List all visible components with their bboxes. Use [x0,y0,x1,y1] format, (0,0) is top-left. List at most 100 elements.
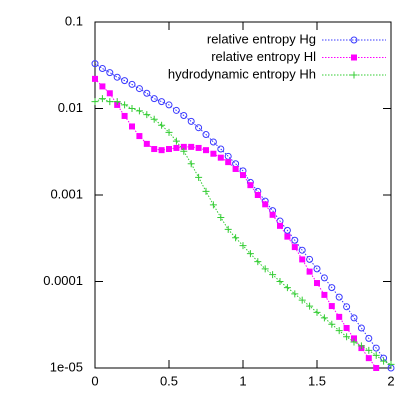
point [217,213,225,221]
point [158,98,166,106]
point [284,233,291,240]
point [298,246,306,254]
y-tick-label: 1e-05 [50,359,83,374]
point [98,95,106,103]
point [150,95,158,103]
y-tick-label: 0.01 [58,100,83,115]
point [180,111,188,119]
point [365,346,373,354]
point [129,123,135,130]
x-tick-label: 0 [91,373,98,388]
point [113,98,121,106]
point [298,296,306,304]
point [350,36,358,44]
point [313,308,321,316]
point [203,147,209,154]
y-tick-label: 0.0001 [43,273,83,288]
point [313,265,321,273]
point [350,338,358,346]
point [254,258,262,266]
point [232,165,239,172]
point [224,152,232,160]
y-tick-label: 0.001 [50,186,83,201]
point [380,357,388,365]
point [187,117,195,125]
point [350,71,358,79]
point [239,242,247,250]
point [343,333,351,341]
point [128,105,136,112]
point [106,90,113,97]
point [269,271,277,279]
point [92,75,98,82]
point [113,73,121,81]
point [158,121,166,129]
point [180,143,187,150]
point [210,150,217,157]
x-tick-label: 1.5 [308,373,326,388]
point [254,192,261,198]
point [306,268,313,275]
point [232,160,240,168]
point [320,314,328,322]
series-line [94,63,392,369]
point [151,146,158,153]
point [121,112,128,119]
point [351,335,357,342]
point [209,138,217,146]
point [321,291,328,298]
point [136,133,143,140]
point [261,265,269,273]
point [121,77,129,85]
point [343,325,350,332]
point [158,147,165,154]
point [365,355,372,362]
point [328,320,336,328]
point [328,303,335,310]
point [166,146,172,153]
point [135,107,143,115]
legend-label: hydrodynamic entropy Hh [168,66,316,81]
point [91,60,99,68]
x-tick-label: 2 [387,373,394,388]
point [357,342,365,350]
point [128,80,136,88]
point [143,111,151,119]
point [320,274,328,282]
point [195,144,202,151]
point [387,360,395,368]
point [350,314,358,322]
point [217,154,224,161]
legend-label: relative entropy Hg [207,31,316,46]
legend-label: relative entropy Hl [211,49,316,64]
point [106,69,114,77]
point [372,344,380,352]
point [291,290,299,298]
point [91,98,99,106]
point [269,211,276,218]
point [335,293,343,301]
point [225,159,232,166]
point [306,302,314,310]
point [202,187,210,195]
point [351,54,357,61]
point [135,85,143,93]
point [335,327,343,335]
point [187,160,195,168]
point [106,98,114,106]
point [195,173,203,181]
point [299,256,306,263]
point [217,145,225,153]
point [372,351,380,359]
point [209,201,217,209]
point [262,201,269,208]
point [365,334,373,342]
point [224,225,232,233]
point [121,101,129,109]
point [173,144,180,151]
point [283,226,291,234]
point [247,182,254,189]
point [291,236,299,244]
point [172,106,180,114]
